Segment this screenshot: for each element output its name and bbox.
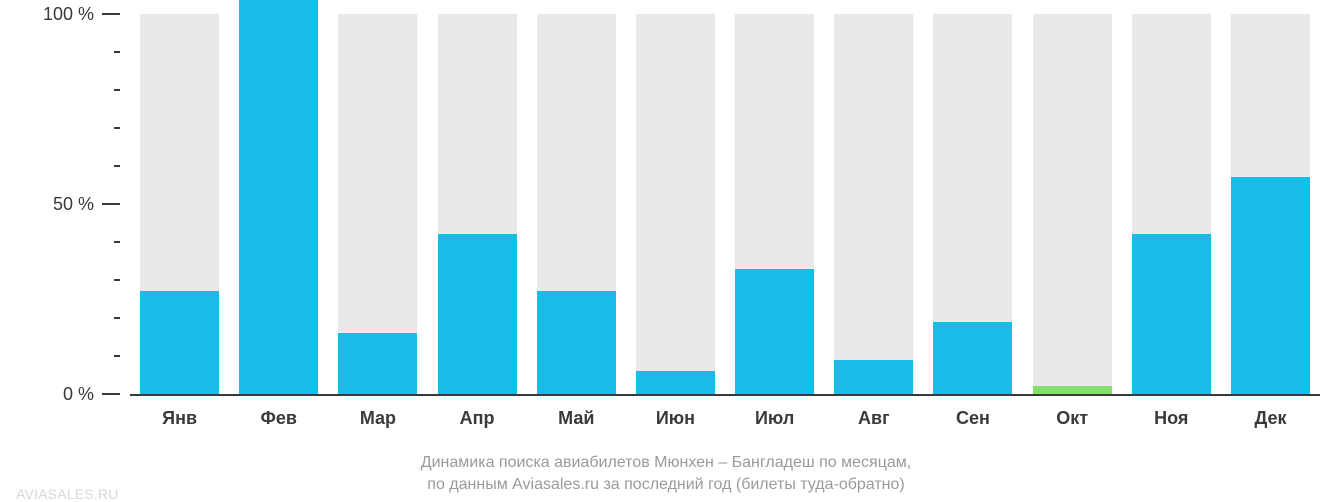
y-tick-minor	[0, 51, 120, 57]
x-axis-labels: ЯнвФевМарАпрМайИюнИюлАвгСенОктНояДек	[130, 408, 1320, 429]
y-tick-minor-dash	[114, 165, 120, 167]
bar-slot	[636, 0, 715, 394]
bar-fill	[438, 234, 517, 394]
bar-fill	[834, 360, 913, 394]
bar-slot	[239, 0, 318, 394]
y-tick-minor-dash	[114, 355, 120, 357]
y-tick-major: 100 %	[0, 4, 120, 24]
bar-fill	[537, 291, 616, 394]
bar-fill	[338, 333, 417, 394]
x-axis-label: Ноя	[1122, 408, 1221, 429]
caption-line1: Динамика поиска авиабилетов Мюнхен – Бан…	[421, 454, 911, 471]
bar-fill	[1033, 386, 1112, 394]
y-tick-minor	[0, 355, 120, 361]
bar-slot	[1033, 0, 1112, 394]
watermark: AVIASALES.RU	[16, 486, 119, 502]
bar-slot	[140, 0, 219, 394]
bar-background	[834, 14, 913, 394]
x-axis-label: Окт	[1023, 408, 1122, 429]
bar-fill	[239, 0, 318, 394]
x-axis-label: Мар	[328, 408, 427, 429]
bar-fill	[636, 371, 715, 394]
x-axis-label: Апр	[428, 408, 527, 429]
x-axis-label: Июн	[626, 408, 725, 429]
x-axis-label: Сен	[923, 408, 1022, 429]
x-axis-label: Дек	[1221, 408, 1320, 429]
x-axis-label: Янв	[130, 408, 229, 429]
y-tick-minor	[0, 317, 120, 323]
bar-background	[1033, 14, 1112, 394]
bar-fill	[933, 322, 1012, 394]
chart-caption: Динамика поиска авиабилетов Мюнхен – Бан…	[0, 452, 1332, 497]
y-tick-label: 100 %	[43, 4, 94, 25]
y-tick-label: 0 %	[63, 384, 94, 405]
caption-line2: по данным Aviasales.ru за последний год …	[427, 476, 904, 493]
x-axis-label: Май	[527, 408, 626, 429]
y-tick-minor	[0, 127, 120, 133]
y-tick-minor-dash	[114, 241, 120, 243]
y-tick-minor-dash	[114, 127, 120, 129]
y-tick-major: 0 %	[0, 384, 120, 404]
x-axis-label: Фев	[229, 408, 328, 429]
x-axis-label: Июл	[725, 408, 824, 429]
bar-slot	[438, 0, 517, 394]
y-tick-label: 50 %	[53, 194, 94, 215]
y-tick-minor	[0, 165, 120, 171]
bar-fill	[1132, 234, 1211, 394]
bar-slot	[933, 0, 1012, 394]
bar-fill	[735, 269, 814, 394]
y-tick-minor	[0, 241, 120, 247]
y-tick-minor-dash	[114, 51, 120, 53]
bar-fill	[1231, 177, 1310, 394]
watermark-text: AVIASALES.RU	[16, 486, 119, 502]
bar-slot	[1231, 0, 1310, 394]
y-tick-mark	[102, 203, 120, 205]
y-tick-minor	[0, 89, 120, 95]
y-tick-minor	[0, 279, 120, 285]
y-tick-mark	[102, 13, 120, 15]
chart-container: 0 % 50 % 100 % ЯнвФевМарАпрМайИюнИюлАвгСен…	[0, 0, 1332, 502]
y-tick-mark	[102, 393, 120, 395]
x-axis-label: Авг	[824, 408, 923, 429]
y-axis: 0 %50 %100 %	[0, 0, 120, 400]
x-axis-baseline	[130, 394, 1320, 396]
bar-slot	[338, 0, 417, 394]
y-tick-minor-dash	[114, 279, 120, 281]
y-tick-major: 50 %	[0, 194, 120, 214]
bar-slot	[834, 0, 913, 394]
bar-background	[636, 14, 715, 394]
y-tick-minor-dash	[114, 89, 120, 91]
bar-slot	[537, 0, 616, 394]
bar-slot	[1132, 0, 1211, 394]
bar-fill	[140, 291, 219, 394]
bars-layer	[130, 0, 1320, 394]
y-tick-minor-dash	[114, 317, 120, 319]
bar-slot	[735, 0, 814, 394]
